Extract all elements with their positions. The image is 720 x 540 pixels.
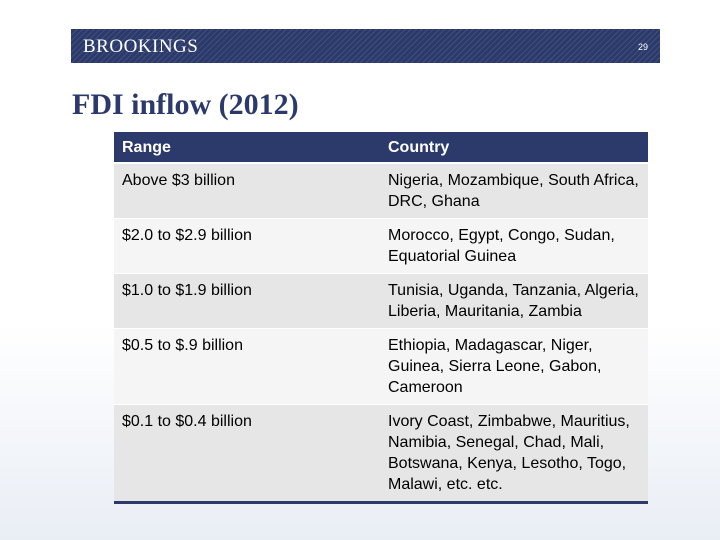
range-cell: $0.1 to $0.4 billion: [114, 404, 380, 503]
country-cell: Ivory Coast, Zimbabwe, Mauritius, Namibi…: [380, 404, 648, 503]
country-cell: Ethiopia, Madagascar, Niger, Guinea, Sie…: [380, 328, 648, 405]
page-number: 29: [637, 42, 648, 52]
brookings-logo: BROOKINGS: [83, 36, 199, 57]
slide-title: FDI inflow (2012): [72, 88, 299, 121]
range-cell: Above $3 billion: [114, 163, 380, 219]
country-cell: Tunisia, Uganda, Tanzania, Algeria, Libe…: [380, 273, 648, 329]
country-cell: Nigeria, Mozambique, South Africa, DRC, …: [380, 163, 648, 219]
column-header-range: Range: [114, 132, 380, 164]
header-band: BROOKINGS 29: [71, 29, 660, 63]
range-cell: $1.0 to $1.9 billion: [114, 273, 380, 329]
fdi-table: Range Country Above $3 billion Nigeria, …: [114, 132, 648, 504]
table-header-row: Range Country: [114, 132, 648, 164]
range-cell: $0.5 to $.9 billion: [114, 328, 380, 405]
country-cell: Morocco, Egypt, Congo, Sudan, Equatorial…: [380, 218, 648, 274]
table-row: $2.0 to $2.9 billion Morocco, Egypt, Con…: [114, 218, 648, 274]
table-row: $0.1 to $0.4 billion Ivory Coast, Zimbab…: [114, 404, 648, 503]
column-header-country: Country: [380, 132, 648, 164]
table-row: $0.5 to $.9 billion Ethiopia, Madagascar…: [114, 328, 648, 405]
table-row: Above $3 billion Nigeria, Mozambique, So…: [114, 163, 648, 219]
table-row: $1.0 to $1.9 billion Tunisia, Uganda, Ta…: [114, 273, 648, 329]
range-cell: $2.0 to $2.9 billion: [114, 218, 380, 274]
